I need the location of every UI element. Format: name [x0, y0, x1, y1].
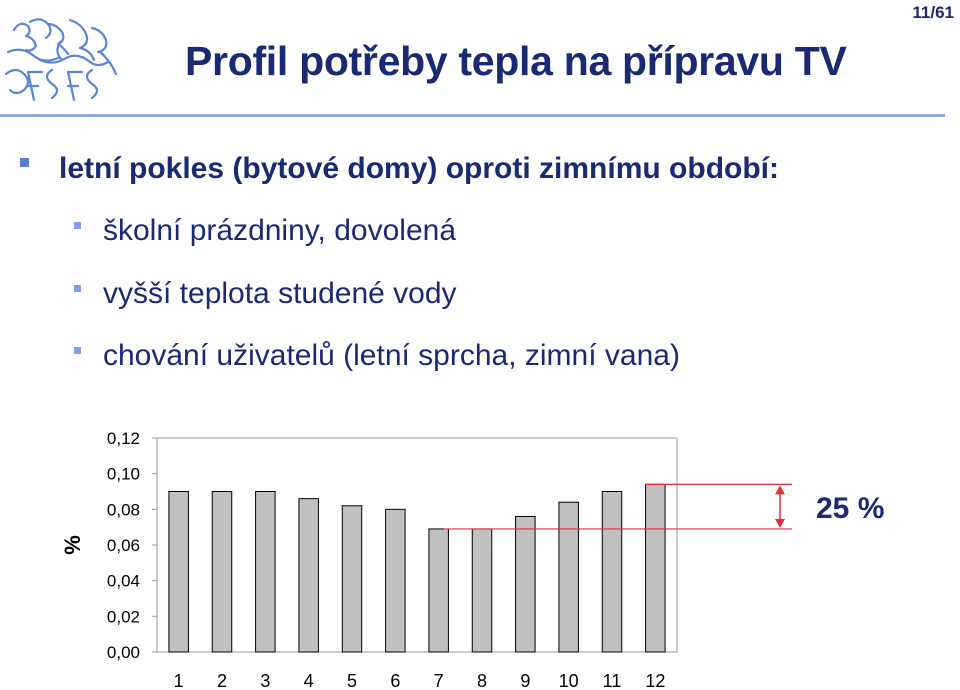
difference-label: 25 %	[816, 492, 884, 525]
sub-bullet-text: školní prázdniny, dovolená	[103, 214, 456, 247]
x-tick-label: 1	[174, 671, 184, 690]
bar-month-2	[211, 491, 233, 653]
x-tick-label: 12	[645, 671, 665, 690]
sub-bullet-text: chování uživatelů (letní sprcha, zimní v…	[103, 339, 680, 372]
x-tick-label: 2	[217, 671, 227, 690]
y-tick-label: 0,00	[107, 643, 140, 662]
y-tick-label: 0,08	[107, 500, 140, 519]
title-divider	[0, 114, 945, 117]
plot-area	[156, 437, 678, 653]
bullet-square-icon	[74, 284, 81, 292]
bar-month-4	[298, 498, 319, 653]
sub-bullet-text: vyšší teplota studené vody	[103, 277, 457, 310]
y-axis-label: %	[60, 535, 85, 555]
bar-month-8	[471, 528, 493, 653]
y-tick-label: 0,06	[107, 536, 140, 555]
x-tick-label: 3	[260, 671, 270, 690]
bar-month-1	[168, 491, 189, 653]
bars	[168, 483, 666, 653]
sub-bullet-3: chování uživatelů (letní sprcha, zimní v…	[74, 339, 680, 373]
arrow-up-icon	[775, 485, 785, 495]
x-tick-label: 9	[520, 671, 530, 690]
x-axis: 1 2 3 4 5 6 7 8 9 10 11 12	[174, 671, 666, 690]
bullet-square-icon	[20, 157, 29, 167]
bar-month-3	[255, 491, 276, 653]
y-tick-label: 0,02	[107, 607, 140, 626]
bar-month-12	[645, 483, 666, 653]
x-tick-label: 11	[603, 671, 622, 690]
bar-month-10	[558, 501, 579, 653]
bullet-square-icon	[74, 346, 81, 354]
y-tick-label: 0,04	[107, 572, 140, 591]
difference-annotation	[443, 483, 792, 530]
y-axis: 0,00 0,02 0,04 0,06 0,08 0,10 0,12	[107, 429, 157, 662]
bullet-main-text: letní pokles (bytové domy) oproti zimním…	[59, 152, 779, 185]
bar-month-7	[428, 528, 449, 653]
x-tick-label: 7	[434, 671, 444, 690]
x-tick-label: 5	[347, 671, 357, 690]
page-number: 11/61	[912, 3, 954, 22]
y-tick-label: 0,10	[107, 465, 140, 484]
university-logo-icon	[4, 18, 118, 102]
bar-month-5	[341, 505, 363, 653]
sub-bullet-2: vyšší teplota studené vody	[74, 277, 457, 311]
sub-bullet-1: školní prázdniny, dovolená	[74, 214, 456, 248]
x-tick-label: 4	[304, 671, 314, 690]
arrow-down-icon	[775, 518, 785, 528]
x-tick-label: 10	[559, 671, 579, 690]
x-tick-label: 8	[477, 671, 487, 690]
bar-month-11	[601, 491, 623, 653]
monthly-heat-demand-chart: 0,000,020,040,060,080,100,12 1 2 3 4 5 6 7 8 9 10…	[60, 429, 884, 690]
bar-month-6	[385, 508, 406, 653]
slide-title: Profil potřeby tepla na přípravu TV	[185, 38, 847, 84]
x-tick-label: 6	[390, 671, 400, 690]
bullet-main: letní pokles (bytové domy) oproti zimním…	[20, 152, 779, 186]
bullet-square-icon	[74, 221, 81, 229]
bar-month-9	[515, 515, 536, 653]
y-tick-label: 0,12	[107, 429, 140, 448]
